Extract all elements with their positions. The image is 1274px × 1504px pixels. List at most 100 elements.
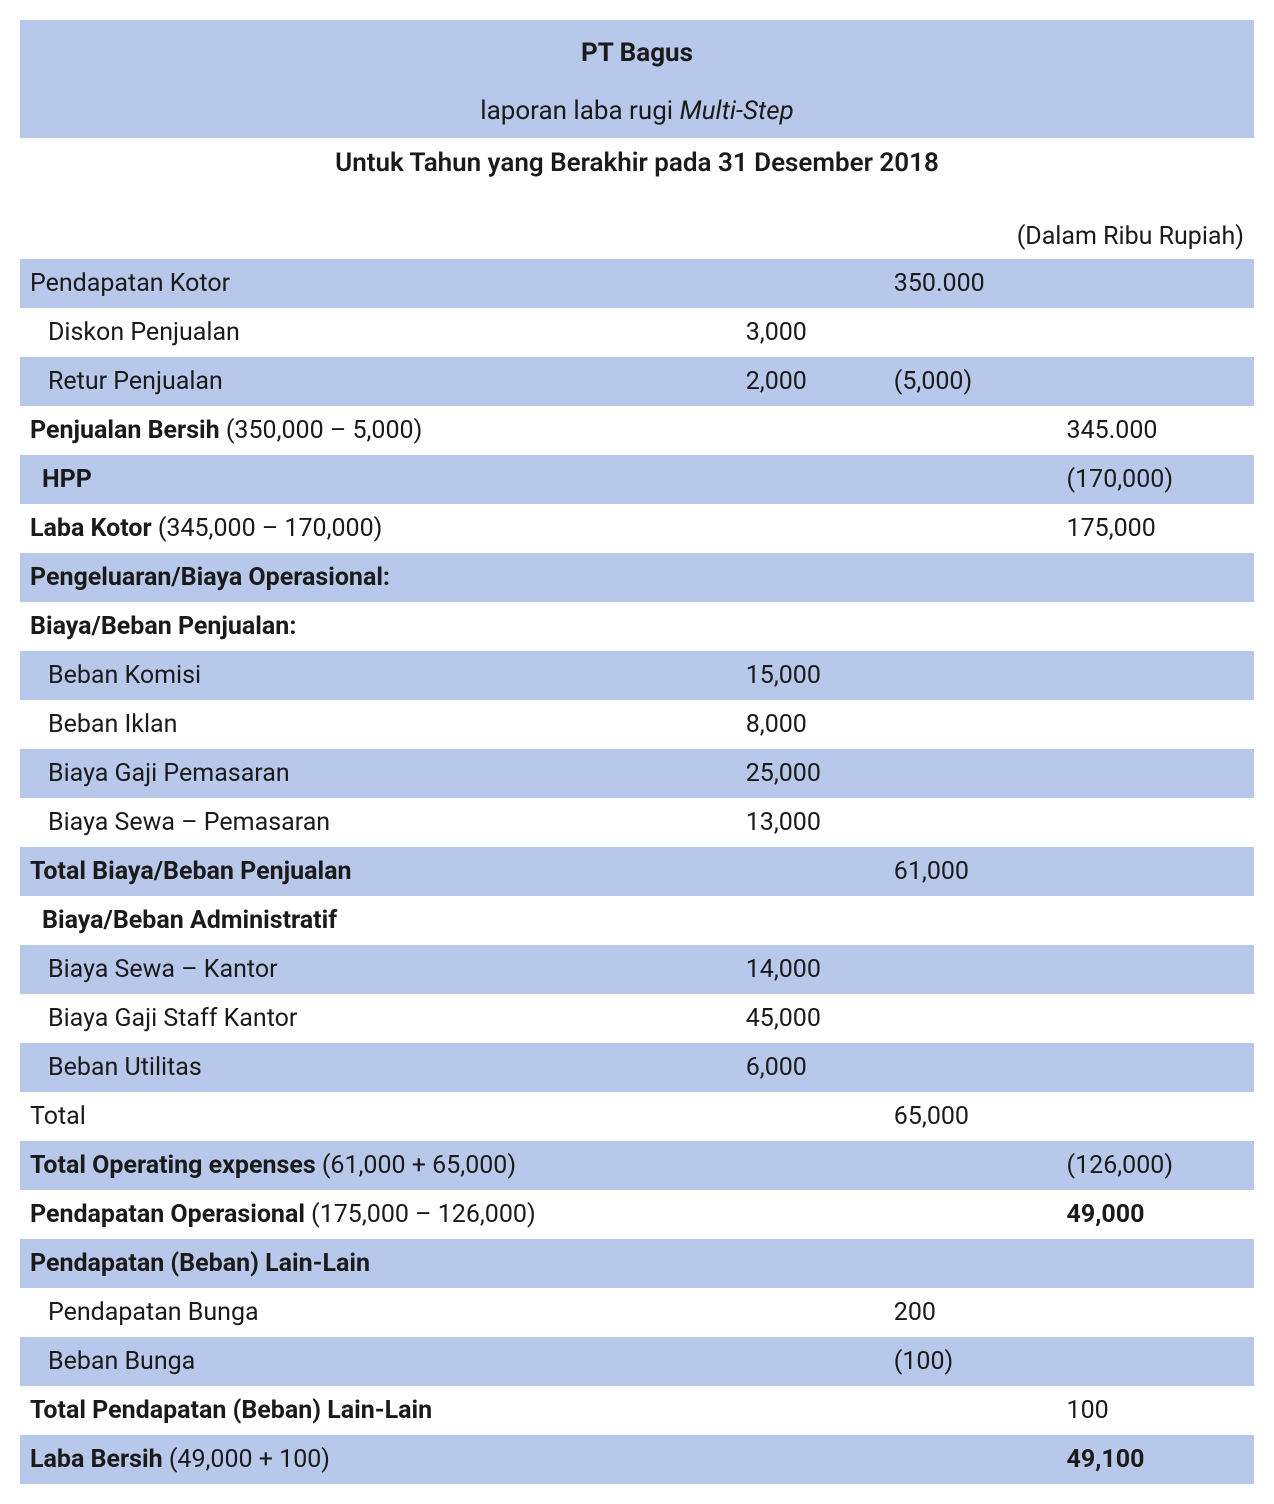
row-col2 (884, 504, 1057, 553)
row-label: Biaya Gaji Staff Kantor (20, 994, 736, 1043)
row-label-bold: Total Pendapatan (Beban) Lain-Lain (30, 1396, 432, 1425)
row-col1 (736, 1386, 884, 1435)
row-label: Pendapatan (Beban) Lain-Lain (20, 1239, 736, 1288)
row-col1 (736, 896, 884, 945)
row-label: Pendapatan Kotor (20, 259, 736, 308)
table-row: Biaya Sewa – Pemasaran13,000 (20, 798, 1254, 847)
row-col3 (1057, 308, 1254, 357)
row-col1: 6,000 (736, 1043, 884, 1092)
row-label-rest: (175,000 – 126,000) (305, 1200, 536, 1229)
table-row: Retur Penjualan2,000(5,000) (20, 357, 1254, 406)
row-col1 (736, 259, 884, 308)
row-col2: 200 (884, 1288, 1057, 1337)
table-row: Beban Komisi15,000 (20, 651, 1254, 700)
row-label-rest: (61,000 + 65,000) (316, 1151, 516, 1180)
row-col3 (1057, 259, 1254, 308)
row-label: Pengeluaran/Biaya Operasional: (20, 553, 736, 602)
row-label-bold: Biaya/Beban Penjualan: (30, 612, 296, 641)
row-col2 (884, 308, 1057, 357)
row-col3 (1057, 945, 1254, 994)
row-col2: 350.000 (884, 259, 1057, 308)
row-col2 (884, 1435, 1057, 1484)
table-row: Pendapatan (Beban) Lain-Lain (20, 1239, 1254, 1288)
row-label-bold: Total Operating expenses (30, 1151, 316, 1180)
row-col2: 61,000 (884, 847, 1057, 896)
row-label: Beban Komisi (20, 651, 736, 700)
table-row: Pendapatan Kotor 350.000 (20, 259, 1254, 308)
company-name: PT Bagus (20, 38, 1254, 68)
row-col3: 49,100 (1057, 1435, 1254, 1484)
row-col1: 8,000 (736, 700, 884, 749)
row-col1: 14,000 (736, 945, 884, 994)
table-row: Biaya Sewa – Kantor14,000 (20, 945, 1254, 994)
row-label: Total Biaya/Beban Penjualan (20, 847, 736, 896)
table-row: Pendapatan Bunga200 (20, 1288, 1254, 1337)
row-col3 (1057, 1092, 1254, 1141)
row-col3: 345.000 (1057, 406, 1254, 455)
row-col3 (1057, 602, 1254, 651)
row-label: Biaya Sewa – Kantor (20, 945, 736, 994)
row-col2: (5,000) (884, 357, 1057, 406)
table-row: Biaya/Beban Administratif (20, 896, 1254, 945)
table-row: Total Operating expenses (61,000 + 65,00… (20, 1141, 1254, 1190)
row-col1: 2,000 (736, 357, 884, 406)
row-label: HPP (20, 455, 736, 504)
table-row: HPP (170,000) (20, 455, 1254, 504)
row-col1 (736, 504, 884, 553)
row-col1 (736, 1239, 884, 1288)
row-label-bold: Pendapatan Operasional (30, 1200, 305, 1229)
row-label-bold: Pengeluaran/Biaya Operasional: (30, 563, 390, 592)
row-label: Biaya/Beban Penjualan: (20, 602, 736, 651)
income-statement: PT Bagus laporan laba rugi Multi-Step Un… (20, 20, 1254, 1484)
row-col3: 175,000 (1057, 504, 1254, 553)
row-label: Total Pendapatan (Beban) Lain-Lain (20, 1386, 736, 1435)
row-label-bold: Laba Bersih (30, 1445, 163, 1474)
row-col2 (884, 1141, 1057, 1190)
row-col3 (1057, 553, 1254, 602)
row-col2: (100) (884, 1337, 1057, 1386)
row-col2 (884, 1239, 1057, 1288)
report-title-italic: Multi-Step (680, 96, 794, 126)
table-row: Total Pendapatan (Beban) Lain-Lain100 (20, 1386, 1254, 1435)
table-row: Biaya Gaji Pemasaran25,000 (20, 749, 1254, 798)
row-label: Biaya Gaji Pemasaran (20, 749, 736, 798)
table-row: Biaya/Beban Penjualan: (20, 602, 1254, 651)
row-col2 (884, 455, 1057, 504)
row-label-bold: HPP (42, 465, 92, 494)
row-label: Pendapatan Operasional (175,000 – 126,00… (20, 1190, 736, 1239)
report-period: Untuk Tahun yang Berakhir pada 31 Desemb… (20, 138, 1254, 192)
row-col3 (1057, 1288, 1254, 1337)
table-row: Penjualan Bersih (350,000 – 5,000)345.00… (20, 406, 1254, 455)
row-label-rest: (49,000 + 100) (163, 1445, 330, 1474)
table-row: Total Biaya/Beban Penjualan 61,000 (20, 847, 1254, 896)
row-label-bold: Total Biaya/Beban Penjualan (30, 857, 351, 886)
row-col2 (884, 1190, 1057, 1239)
row-label-bold: Laba Kotor (30, 514, 152, 543)
row-col3 (1057, 357, 1254, 406)
row-col1 (736, 1092, 884, 1141)
row-col2 (884, 994, 1057, 1043)
row-col1: 15,000 (736, 651, 884, 700)
row-col3: (170,000) (1057, 455, 1254, 504)
row-label: Beban Utilitas (20, 1043, 736, 1092)
row-label: Laba Kotor (345,000 – 170,000) (20, 504, 736, 553)
row-col2 (884, 945, 1057, 994)
currency-unit: (Dalam Ribu Rupiah) (20, 192, 1254, 259)
row-col1 (736, 455, 884, 504)
row-col2 (884, 553, 1057, 602)
row-label-rest: (345,000 – 170,000) (152, 514, 383, 543)
row-label-bold: Penjualan Bersih (30, 416, 220, 445)
row-col1 (736, 1141, 884, 1190)
row-col2 (884, 749, 1057, 798)
row-col1 (736, 847, 884, 896)
row-col2 (884, 651, 1057, 700)
table-row: Beban Utilitas6,000 (20, 1043, 1254, 1092)
row-label: Beban Iklan (20, 700, 736, 749)
row-col3 (1057, 1239, 1254, 1288)
row-col1 (736, 1288, 884, 1337)
row-col3 (1057, 700, 1254, 749)
row-col2 (884, 798, 1057, 847)
row-col2 (884, 406, 1057, 455)
row-col1: 13,000 (736, 798, 884, 847)
row-col1 (736, 1337, 884, 1386)
